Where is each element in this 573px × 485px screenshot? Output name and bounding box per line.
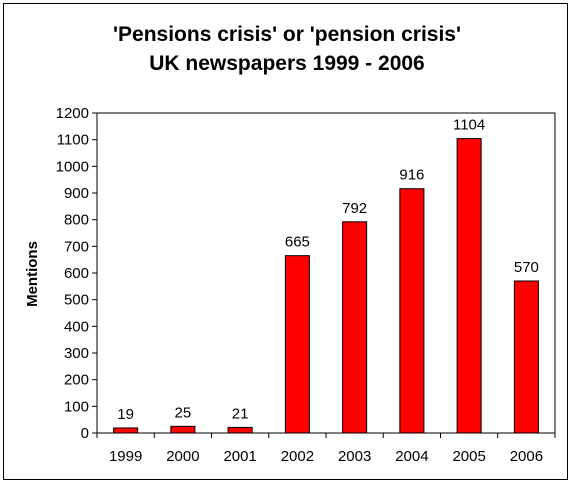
x-tick-label: 2003 <box>338 448 371 465</box>
bar-series <box>113 138 539 434</box>
y-tick-label: 300 <box>64 345 89 362</box>
data-labels: 19 25 21 665 792 916 1104 570 <box>117 117 539 423</box>
bar-2004 <box>399 188 425 434</box>
y-axis-title: Mentions <box>24 241 41 307</box>
plot-area <box>96 112 556 434</box>
y-tick-label: 800 <box>64 212 89 229</box>
data-label-2004: 916 <box>399 167 424 184</box>
chart-title-line-1: 'Pensions crisis' or 'pension crisis' <box>113 23 461 46</box>
x-tick-label: 2000 <box>166 448 199 465</box>
y-tick-label: 0 <box>81 425 89 442</box>
data-label-2000: 25 <box>175 404 192 421</box>
bar-2002 <box>284 255 310 434</box>
x-tick-label: 2001 <box>223 448 256 465</box>
y-tick-label: 100 <box>64 398 89 415</box>
bar-2001 <box>227 426 253 434</box>
x-tick-label: 1999 <box>109 448 142 465</box>
y-tick-label: 1100 <box>57 132 89 149</box>
x-tick-label: 2004 <box>395 448 428 465</box>
x-tick-label: 2005 <box>452 448 485 465</box>
y-tick-label: 400 <box>64 318 89 335</box>
chart-title-line-2: UK newspapers 1999 - 2006 <box>149 52 424 75</box>
bar-2006 <box>513 280 539 434</box>
y-tick-label: 600 <box>64 265 89 282</box>
data-label-2003: 792 <box>342 200 367 217</box>
y-tick-label: 1200 <box>56 105 89 122</box>
y-tick-label: 200 <box>64 372 89 389</box>
bar-2003 <box>342 221 368 434</box>
data-label-1999: 19 <box>117 406 134 423</box>
y-tick-label: 1000 <box>56 158 89 175</box>
x-tick-label: 2006 <box>510 448 543 465</box>
y-tick-label: 500 <box>64 292 89 309</box>
bar-2000 <box>170 425 196 434</box>
bar-1999 <box>113 427 139 434</box>
y-tick-label: 700 <box>64 238 89 255</box>
data-label-2001: 21 <box>232 405 249 422</box>
y-axis: 0 100 200 300 400 500 600 700 800 900 1000 1100 1200 <box>56 105 97 442</box>
x-tick-label: 2002 <box>281 448 314 465</box>
data-label-2006: 570 <box>514 259 539 276</box>
data-label-2002: 665 <box>285 234 310 251</box>
y-tick-label: 900 <box>64 185 89 202</box>
bar-2005 <box>456 138 482 434</box>
x-axis: 1999 2000 2001 2002 2003 2004 2005 2006 <box>96 433 556 465</box>
data-label-2005: 1104 <box>453 117 485 134</box>
